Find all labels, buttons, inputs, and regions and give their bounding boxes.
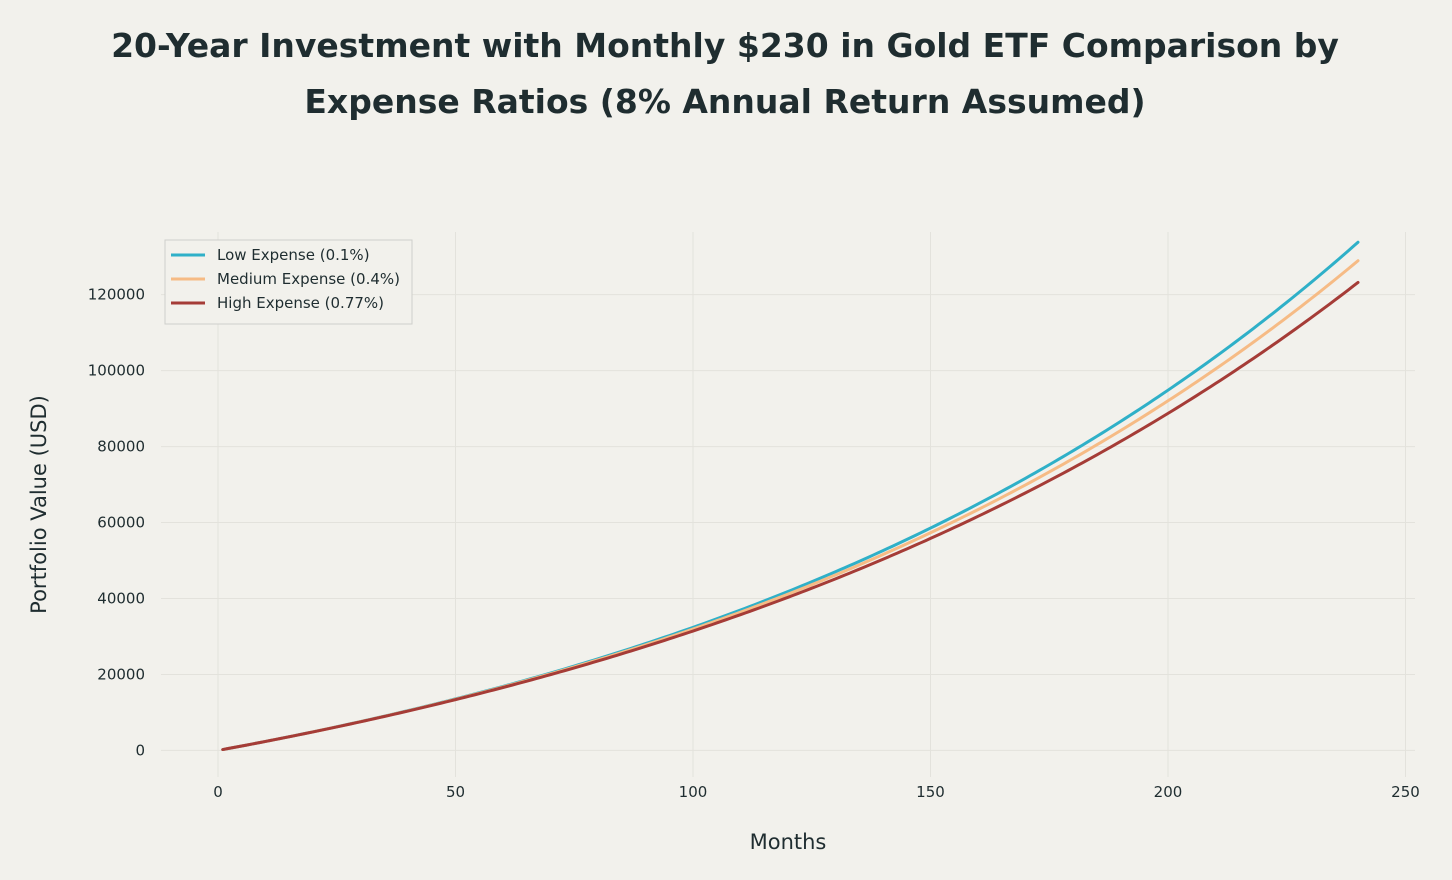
series-line-3[interactable]: [221, 280, 1360, 752]
legend[interactable]: Low Expense (0.1%) Medium Expense (0.4%) H…: [164, 239, 413, 325]
legend-box: [164, 239, 413, 325]
legend-item-label[interactable]: High Expense (0.77%): [217, 294, 384, 312]
x-tick-label: 50: [446, 783, 465, 801]
y-tick-label: 80000: [97, 438, 145, 456]
y-tick-label: 40000: [97, 589, 145, 607]
y-tick-label: 120000: [88, 286, 145, 304]
axes: 0 50 100 150 200 250 0 20000 40000 60000 80000 1000…: [88, 286, 1420, 801]
chart-title: 20-Year Investment with Monthly $230 in …: [111, 26, 1339, 121]
x-tick-label: 200: [1154, 783, 1183, 801]
x-tick-label: 100: [679, 783, 708, 801]
legend-item-label[interactable]: Low Expense (0.1%): [217, 246, 370, 264]
y-tick-label: 100000: [88, 362, 145, 380]
y-tick-label: 60000: [97, 514, 145, 532]
x-axis-title: Months: [750, 830, 827, 854]
y-axis-title: Portfolio Value (USD): [27, 395, 51, 614]
x-tick-label: 250: [1391, 783, 1420, 801]
y-tick-label: 20000: [97, 665, 145, 683]
x-tick-label: 150: [916, 783, 945, 801]
x-tick-label: 0: [213, 783, 223, 801]
series-lines: [221, 240, 1360, 752]
y-tick-label: 0: [135, 741, 145, 759]
legend-item-label[interactable]: Medium Expense (0.4%): [217, 270, 400, 288]
